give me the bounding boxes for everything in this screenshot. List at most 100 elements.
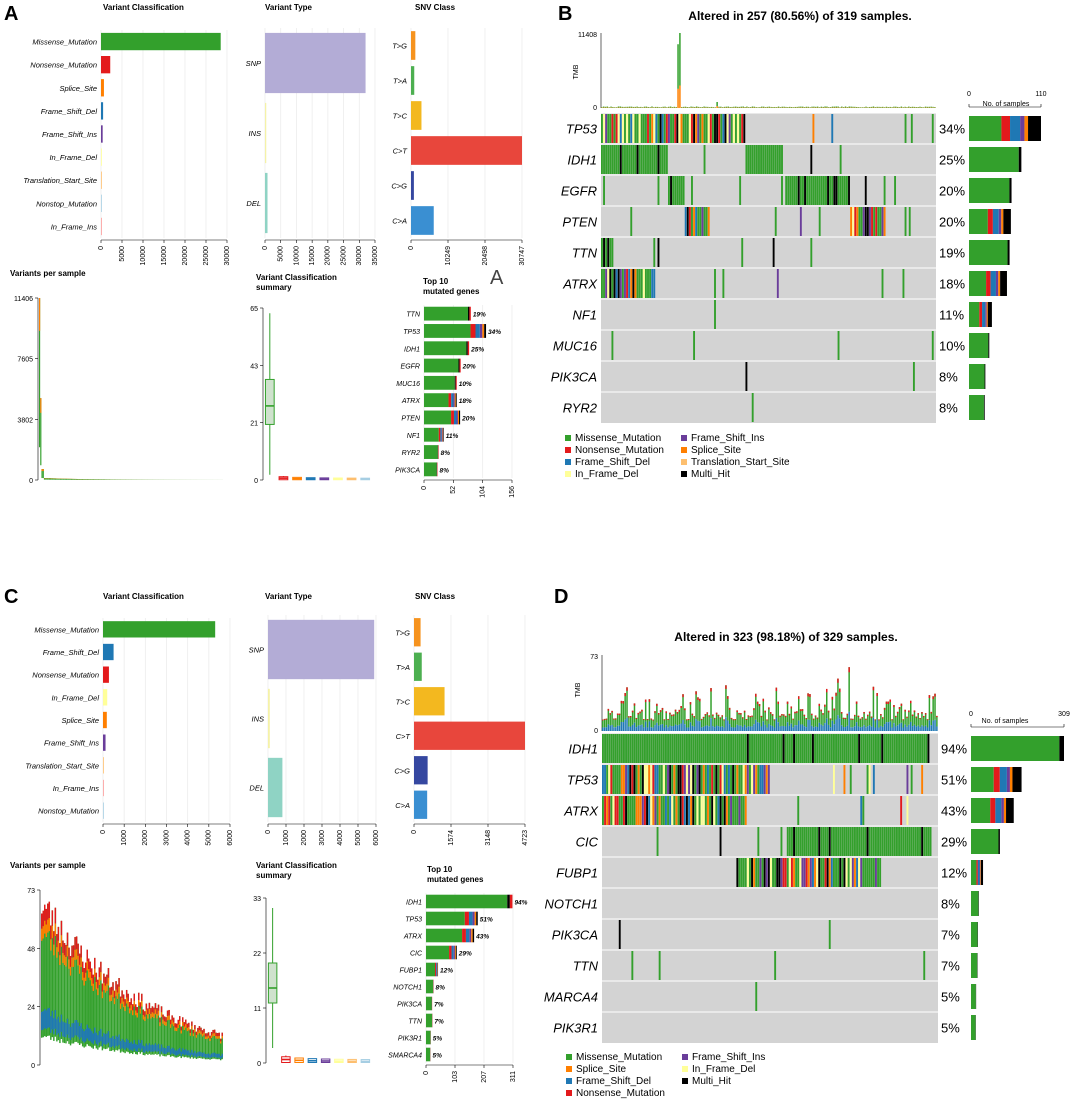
tmb-bar (813, 106, 815, 108)
tmb-bar-top (902, 719, 905, 721)
mutation-cell (824, 858, 827, 887)
side-bar-multi-hit (988, 333, 990, 358)
category-label: SNP (246, 59, 261, 68)
tmb-bar-top (663, 719, 666, 721)
tmb-bar-part (911, 726, 914, 731)
bar-in-frame-ins (103, 779, 104, 797)
sample-bar-missense (62, 940, 64, 1043)
sample-bar-missense (84, 962, 87, 1047)
sample-bar-missense (80, 945, 82, 1044)
tmb-bar-part (932, 720, 934, 731)
tmb-bar (682, 694, 684, 720)
a-vps-title: Variants per sample (10, 269, 86, 278)
mutation-cell (738, 734, 741, 763)
sample-bar-nonsense (180, 1026, 182, 1031)
sample-bar-missense (51, 910, 54, 1038)
tmb-bar (771, 714, 774, 726)
mutation-cell (676, 114, 679, 143)
sample-bar-missense (191, 1021, 193, 1058)
tmb-bar (783, 714, 785, 727)
mutation-cell (651, 145, 654, 174)
tmb-bar (870, 106, 873, 108)
stack-nonsense-mutation (467, 341, 470, 356)
mutation-cell (637, 765, 640, 794)
tmb-bar (781, 714, 783, 726)
percent-label: 20% (462, 364, 476, 371)
tmb-bar (661, 707, 664, 725)
percent-label: 51% (480, 917, 493, 924)
mutation-cell (820, 827, 823, 856)
gene-label: NOTCH1 (545, 897, 598, 912)
sample-bar-splice (165, 1022, 167, 1026)
mutation-cell (696, 734, 699, 763)
stack-missense-mutation (426, 979, 434, 994)
bar-frame-shift-del (101, 102, 104, 120)
tmb-bar (896, 711, 899, 726)
mutation-cell (743, 114, 746, 143)
sample-bar-nonsense (218, 1032, 220, 1036)
sample-bar-nonsense (150, 1008, 152, 1014)
mutation-cell (691, 207, 693, 236)
sample-bar-missense (90, 479, 92, 480)
stack-frame-shift-ins (441, 427, 443, 442)
mutation-cell (621, 269, 624, 298)
mutation-cell (653, 114, 656, 143)
tmb-bar (723, 719, 725, 728)
tmb-bar (798, 106, 800, 108)
sample-bar-missense (54, 478, 57, 480)
mutation-cell (887, 827, 890, 856)
tmb-bar-top (667, 718, 669, 720)
tmb-bar-part (883, 724, 886, 731)
stack-missense-mutation (426, 1030, 431, 1045)
mutation-cell (923, 827, 926, 856)
mutation-cell (804, 176, 806, 205)
tmb-bar (701, 107, 703, 108)
tmb-bar-top (812, 718, 815, 720)
C_snv_class-tick-label: 3148 (485, 830, 492, 846)
a-vt-title: Variant Type (265, 3, 313, 12)
sample-bar-missense (207, 1032, 210, 1060)
sample-bar-splice (80, 957, 82, 968)
tmb-bar-part (779, 726, 781, 731)
C_variant_type-tick-label: 5000 (355, 830, 362, 846)
tmb-bar-top (613, 718, 615, 720)
sample-bar-fsdel (153, 1044, 155, 1052)
category-label: Nonsense_Mutation (32, 671, 99, 680)
sample-bar-fsdel (194, 1051, 196, 1056)
sample-bar-splice (86, 961, 88, 971)
mutation-cell (626, 114, 629, 143)
sample-bar-missense (97, 979, 99, 1050)
mutation-cell (864, 207, 867, 236)
mutation-cell (697, 114, 700, 143)
tmb-bar-top (751, 715, 753, 717)
tmb-bar-part (674, 724, 677, 731)
mutation-cell (835, 858, 837, 887)
tmb-bar (816, 106, 819, 108)
tmb-bar (816, 717, 819, 727)
sample-bar-nonsense (145, 1003, 148, 1010)
sample-bar-fsdel (145, 1043, 148, 1051)
sample-bar-missense (121, 990, 123, 1052)
gene-label: NF1 (407, 433, 420, 440)
tmb-bar-part (926, 727, 929, 731)
mutation-cell (807, 827, 810, 856)
tmb-bar-part (783, 726, 785, 731)
gene-label: TTN (572, 246, 598, 261)
mutation-cell (841, 734, 844, 763)
side-bar-nonsense-mutation (986, 271, 991, 296)
sample-bar-fsdel (159, 1048, 161, 1055)
tmb-bar (718, 106, 720, 108)
mutation-cell (654, 765, 657, 794)
stack-multi-hit (459, 410, 461, 425)
sample-bar-splice (91, 978, 93, 986)
mutation-cell (693, 207, 696, 236)
mutation-cell (851, 858, 854, 887)
mutation-cell (931, 114, 934, 143)
mutation-cell (864, 734, 867, 763)
sample-bar-splice (88, 969, 90, 978)
tmb-bar (706, 712, 709, 726)
gene-label: TP53 (403, 329, 420, 336)
sample-bar-nonsense (174, 1023, 176, 1028)
tmb-bar-top (788, 713, 791, 716)
